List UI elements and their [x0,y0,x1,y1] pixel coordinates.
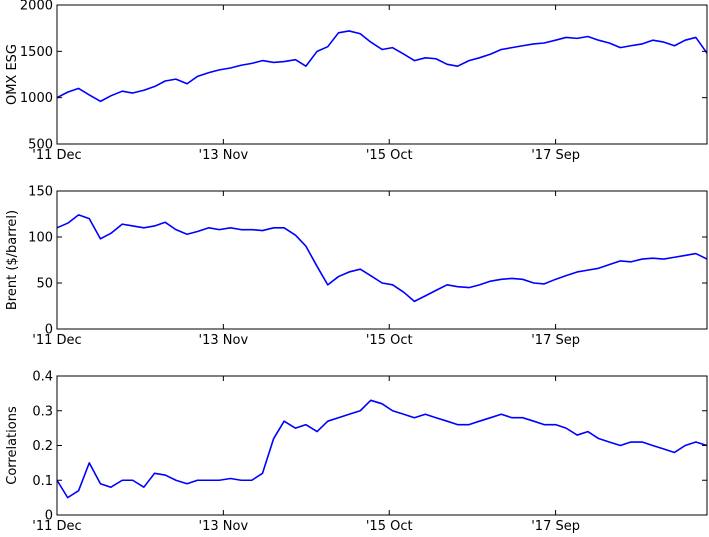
omx-esg-ytick-label: 2000 [20,0,53,14]
omx-esg-xtick-label: '13 Nov [199,148,249,163]
brent-axes-frame [56,190,708,330]
correlations-ytick-label: 0.1 [32,474,53,489]
brent-series-line [56,214,708,303]
omx-esg-ytick-label: 1500 [20,45,53,60]
correlations-ytick-label: 0.4 [32,370,53,385]
brent-xtick-label: '11 Dec [32,333,81,348]
omx-esg-ytick-label: 1000 [20,91,53,106]
omx-esg-xtick-label: '11 Dec [32,148,81,163]
brent-xtick-label: '17 Sep [531,333,580,348]
brent-ytick-label: 0 [45,323,53,338]
omx-esg-ylabel: OMX ESG [5,44,20,105]
omx-esg-axes-frame [56,4,708,145]
omx-esg-xtick-label: '15 Oct [366,148,413,163]
correlations-xtick-label: '13 Nov [199,519,249,534]
correlations-ytick-label: 0.3 [32,404,53,419]
correlations-xtick-label: '17 Sep [531,519,580,534]
brent-ylabel: Brent ($/barrel) [5,210,20,310]
chart-brent: 0 50 100 150 '11 Dec '13 Nov '15 Oct '17 Sep Bre… [5,185,708,348]
chart-omx-esg: 500 1000 1500 2000 '11 Dec '13 Nov '15 Oct '17 … [5,0,708,163]
brent-ytick-label: 50 [36,277,53,292]
omx-esg-series-line [56,30,708,103]
brent-ytick-label: 150 [28,185,53,200]
omx-esg-xtick-label: '17 Sep [531,148,580,163]
correlations-ytick-label: 0.2 [32,439,53,454]
brent-xtick-label: '15 Oct [366,333,413,348]
correlations-xtick-label: '11 Dec [32,519,81,534]
correlations-xtick-label: '15 Oct [366,519,413,534]
brent-xtick-label: '13 Nov [199,333,249,348]
chart-correlations: 0 0.1 0.2 0.3 0.4 '11 Dec '13 Nov '15 Oct '17 Se… [5,370,708,534]
correlations-axes-frame [56,375,708,516]
brent-ytick-label: 100 [28,231,53,246]
correlations-ytick-label: 0 [45,509,53,524]
correlations-series-line [56,399,708,499]
omx-esg-ytick-label: 500 [28,138,53,153]
correlations-ylabel: Correlations [5,406,20,485]
